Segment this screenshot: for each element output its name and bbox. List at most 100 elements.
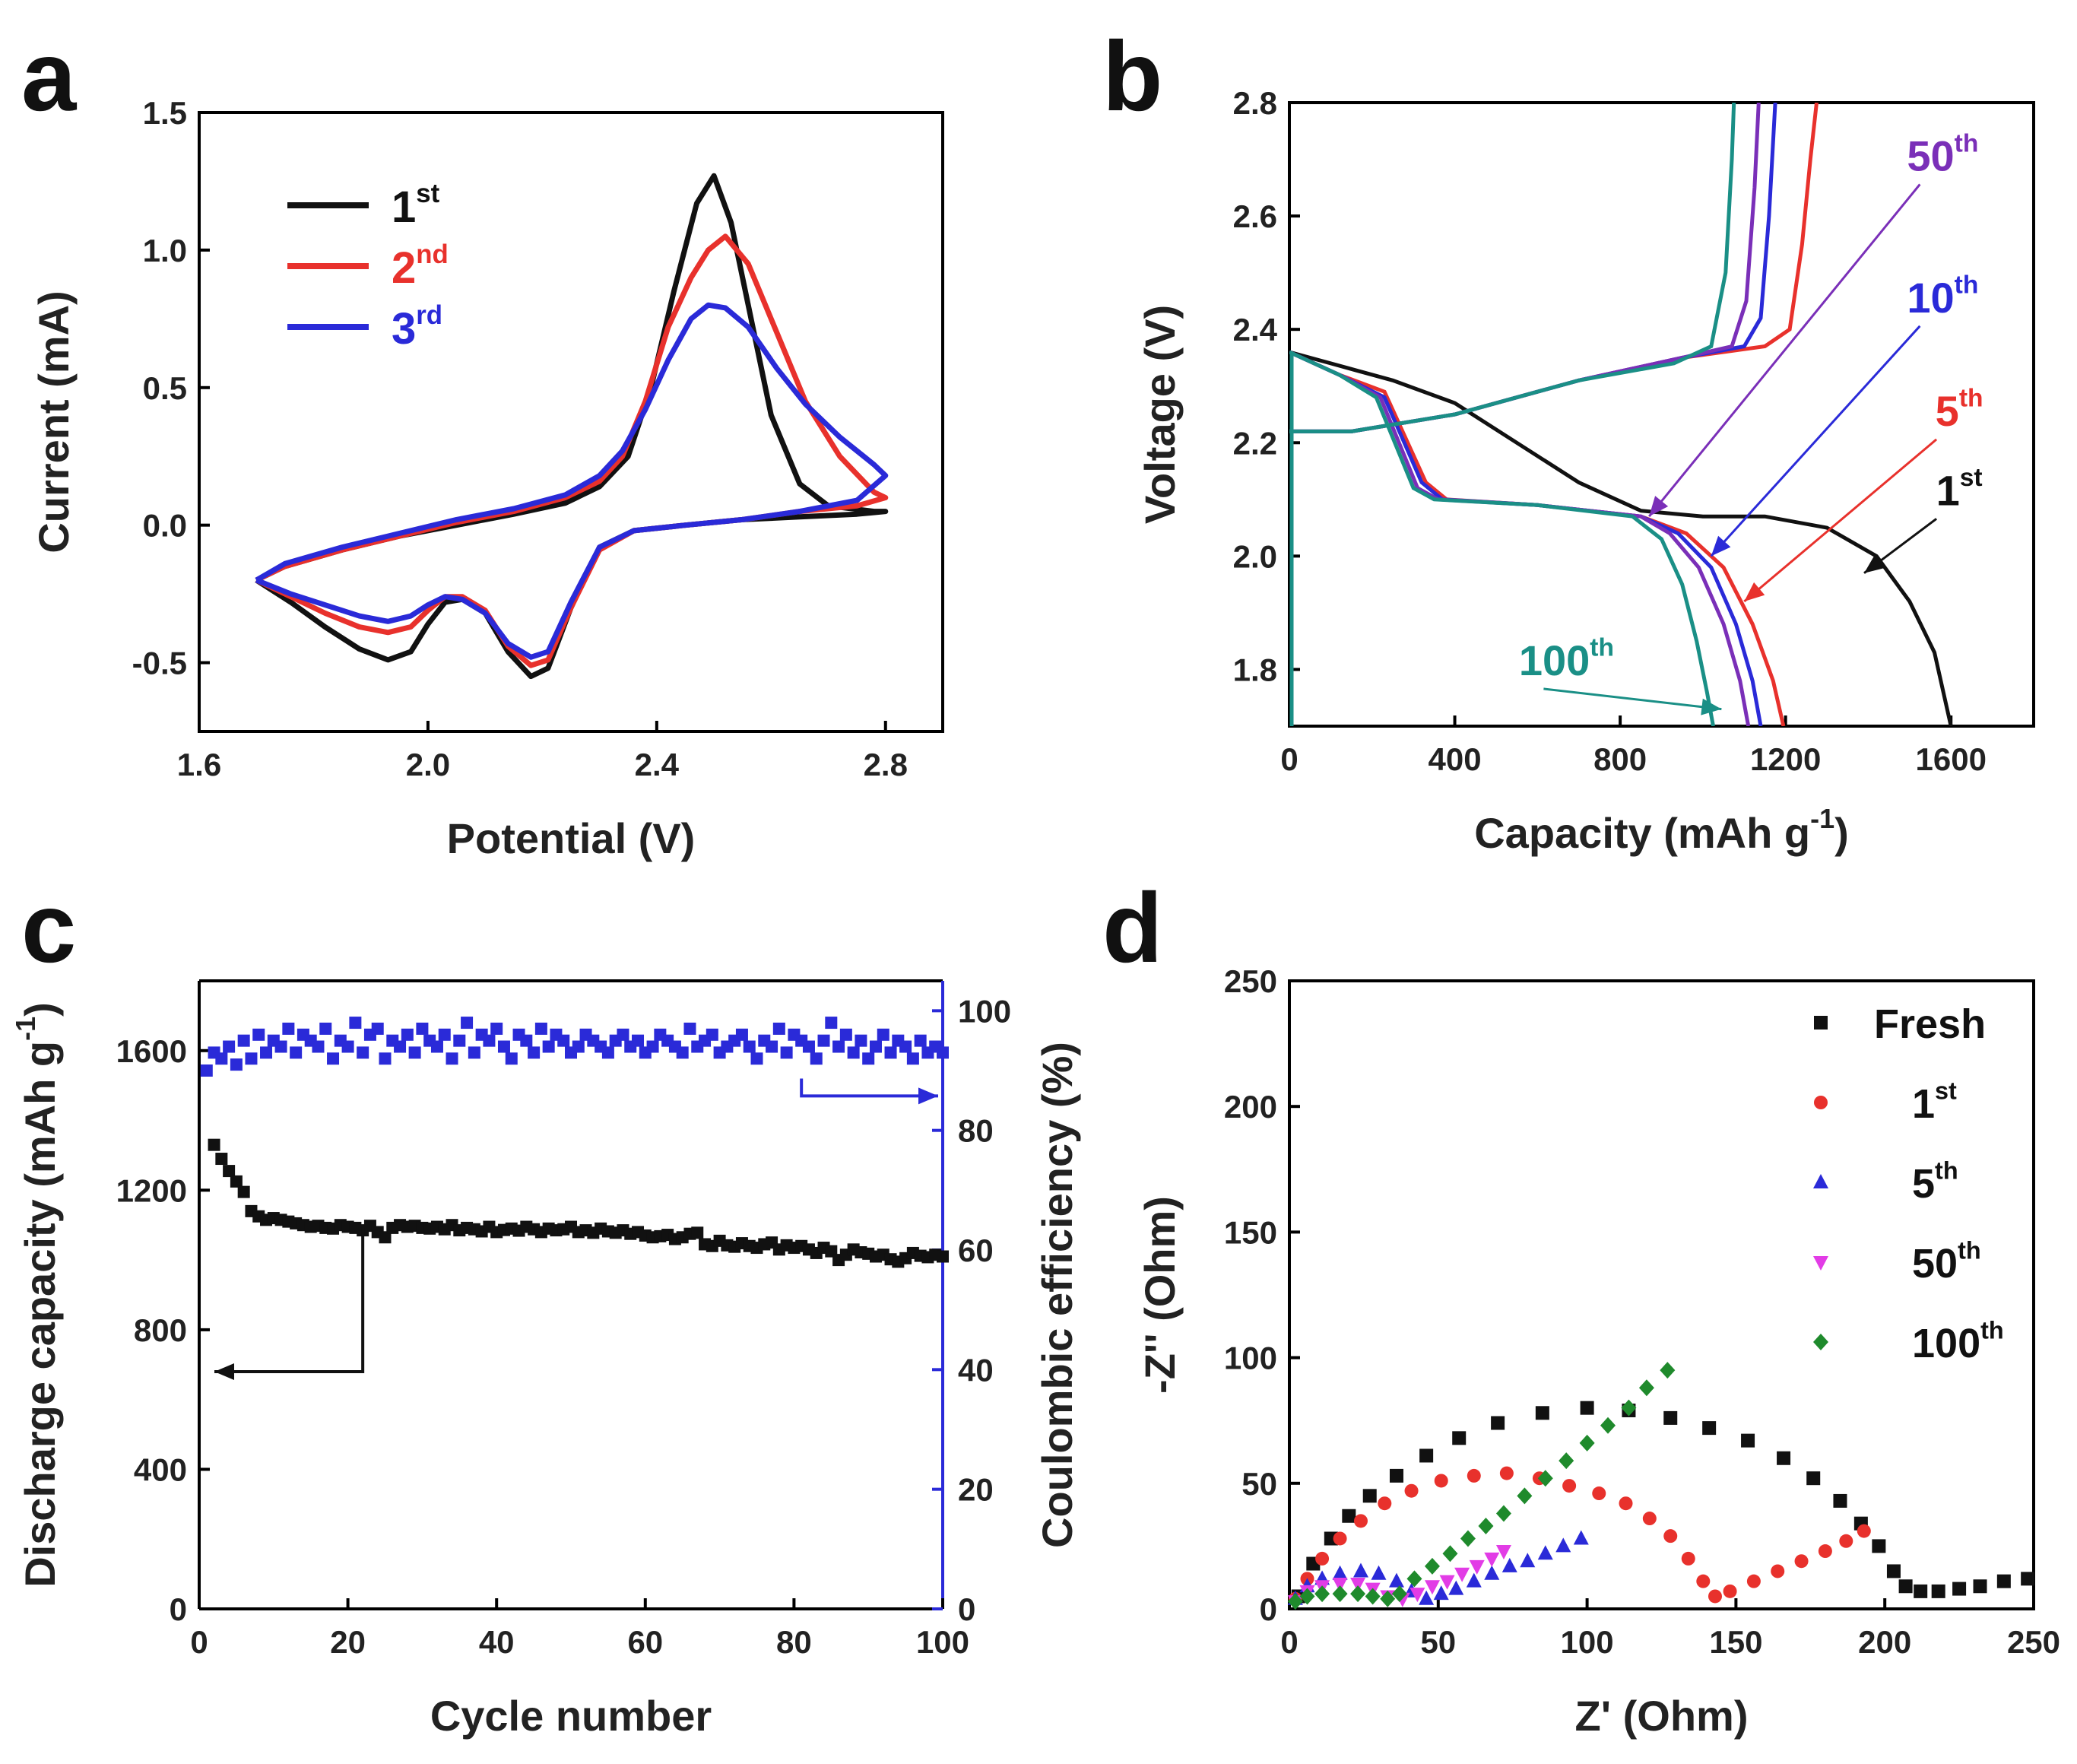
panel-d-point-Fresh	[1996, 1574, 2011, 1588]
panel-c-ytick-label-3: 1200	[116, 1172, 187, 1208]
panel-c-ylabel: Discharge capacity (mAh g-1)	[10, 1002, 64, 1588]
panel-d-point-50th	[1424, 1580, 1440, 1595]
panel-b-voltage-chart: 0 400 800 1200 16001.82.02.22.42.62.850th10t…	[1136, 85, 2035, 857]
panel-c-yrtick-label-0: 0	[958, 1591, 975, 1627]
panel-d-point-Fresh	[1342, 1509, 1356, 1523]
panel-d-legend-label-0-base: Fresh	[1874, 1001, 1986, 1047]
panel-d-point-1st	[1315, 1551, 1330, 1566]
panel-d-point-5th	[1501, 1557, 1517, 1572]
panel-b-annotation-3-base: 1	[1936, 466, 1960, 514]
panel-d-point-100th	[1478, 1517, 1494, 1534]
panel-a-legend-label-1-sup: nd	[416, 240, 449, 269]
panel-a-legend-label-2-sup: rd	[416, 300, 442, 330]
panel-d-point-100th	[1517, 1487, 1533, 1505]
panel-c-xtick-label-5: 100	[916, 1624, 969, 1660]
panel-d-legend-label-3: 50th	[1912, 1237, 1981, 1287]
panel-d-xtick-label-3: 150	[1709, 1624, 1762, 1660]
panel-d-point-5th	[1388, 1572, 1404, 1588]
panel-b-xtick-label-0: 0	[1280, 741, 1298, 777]
panel-d-xtick-label-0: 0	[1280, 1624, 1298, 1660]
panel-c-ylabel-sup: -1	[10, 1017, 41, 1041]
panel-c-efficiency-point	[847, 1046, 860, 1059]
panel-c-capacity-point	[230, 1175, 243, 1188]
panel-label-d: d	[1102, 872, 1162, 983]
panel-c-efficiency-point	[490, 1022, 503, 1035]
panel-d-eis-chart: 0 50 100 150 200 250050100150200250Fresh1st5t…	[1136, 963, 2060, 1740]
panel-b-annotation-3-sup: st	[1960, 464, 1983, 492]
panel-d-point-100th	[1406, 1570, 1422, 1588]
panel-d-point-5th	[1419, 1590, 1435, 1605]
panel-d-legend-marker-3	[1813, 1256, 1828, 1271]
panel-d-point-100th	[1380, 1590, 1396, 1607]
panel-d-legend-label-2-sup: th	[1935, 1157, 1958, 1185]
panel-a-legend-label-2: 3rd	[392, 300, 442, 354]
panel-c-xtick-label-2: 40	[479, 1624, 515, 1660]
panel-d-legend-label-4: 100th	[1912, 1317, 2004, 1366]
panel-c-capacity-point	[937, 1250, 949, 1263]
panel-d-ytick-label-5: 250	[1224, 963, 1277, 999]
panel-d-point-100th	[1537, 1470, 1553, 1487]
panel-c-capacity-point	[237, 1185, 250, 1198]
panel-c-efficiency-point	[223, 1040, 236, 1053]
panel-d-point-1st	[1663, 1529, 1678, 1544]
panel-b-ytick-label-2: 2.2	[1233, 425, 1277, 461]
panel-c-ytick-label-0: 0	[170, 1591, 187, 1627]
panel-d-xtick-label-4: 200	[1858, 1624, 1911, 1660]
panel-c-efficiency-point	[245, 1052, 258, 1065]
panel-c-efficiency-point	[914, 1034, 927, 1047]
panel-a-ytick-label-0: -0.5	[132, 646, 187, 681]
panel-d-point-Fresh	[1452, 1431, 1467, 1445]
panel-d-point-1st	[1839, 1534, 1853, 1548]
panel-d-point-100th	[1350, 1585, 1366, 1603]
panel-c-efficiency-point	[290, 1046, 303, 1059]
panel-b-annotation-arrow-4	[1543, 687, 1722, 711]
panel-b-annotation-1: 10th	[1907, 271, 1978, 322]
panel-d-point-100th	[1621, 1399, 1637, 1417]
panel-c-efficiency-point	[817, 1034, 830, 1047]
panel-a-legend-label-1-base: 2	[392, 243, 416, 293]
panel-d-point-50th	[1454, 1567, 1470, 1582]
panel-c-arrowhead-1	[918, 1087, 938, 1105]
panel-b-annotation-2: 5th	[1936, 385, 1983, 435]
panel-c-capacity-point	[215, 1153, 228, 1166]
panel-c-yrtick-label-1: 20	[958, 1472, 994, 1508]
panel-d-point-100th	[1365, 1588, 1381, 1605]
panel-b-ytick-label-5: 2.8	[1233, 85, 1277, 121]
panel-c-efficiency-point	[483, 1034, 496, 1047]
panel-a-frame	[198, 111, 944, 733]
panel-c-efficiency-point	[371, 1022, 384, 1035]
panel-c-efficiency-point	[862, 1052, 875, 1065]
panel-b-annotation-arrowhead-2	[1744, 582, 1765, 601]
panel-b-annotation-arrowhead-3	[1864, 554, 1885, 573]
panel-d-legend-label-1-base: 1	[1912, 1081, 1935, 1127]
panel-d-ytick-label-2: 100	[1224, 1340, 1277, 1376]
panel-d-point-Fresh	[1833, 1493, 1847, 1508]
panel-d-xtick-label-1: 50	[1420, 1624, 1456, 1660]
panel-d-point-5th	[1520, 1553, 1536, 1568]
panel-b-annotation-0: 50th	[1907, 129, 1978, 179]
panel-c-efficiency-point	[468, 1046, 480, 1059]
panel-c-capacity-point	[223, 1165, 236, 1178]
panel-a-xtick-label-3: 2.8	[864, 747, 908, 782]
panel-d-point-100th	[1287, 1593, 1303, 1610]
panel-d-ylabel: -Z'' (Ohm)	[1136, 1196, 1184, 1394]
panel-b-annotation-1-sup: th	[1955, 271, 1979, 300]
panel-d-legend-label-0: Fresh	[1874, 1001, 1986, 1047]
panel-a-xlabel: Potential (V)	[447, 814, 696, 862]
panel-b-xlabel: Capacity (mAh g-1)	[1474, 803, 1849, 857]
panel-c-yrtick-label-4: 80	[958, 1113, 994, 1149]
panel-d-point-1st	[1696, 1574, 1711, 1588]
panel-c-efficiency-point	[408, 1046, 421, 1059]
panel-d-point-100th	[1579, 1434, 1595, 1451]
panel-c-efficiency-point	[416, 1022, 429, 1035]
panel-c-efficiency-point	[839, 1028, 852, 1041]
panel-b-xtick-label-4: 1600	[1916, 741, 1987, 777]
panel-b-discharge-1st	[1289, 350, 1953, 726]
panel-c-efficiency-point	[349, 1017, 362, 1030]
panel-b-charge-100th	[1289, 103, 1736, 433]
panel-c-efficiency-point	[884, 1046, 897, 1059]
panel-d-point-100th	[1495, 1505, 1511, 1522]
panel-d-point-100th	[1332, 1585, 1348, 1603]
panel-c-efficiency-point	[401, 1028, 414, 1041]
